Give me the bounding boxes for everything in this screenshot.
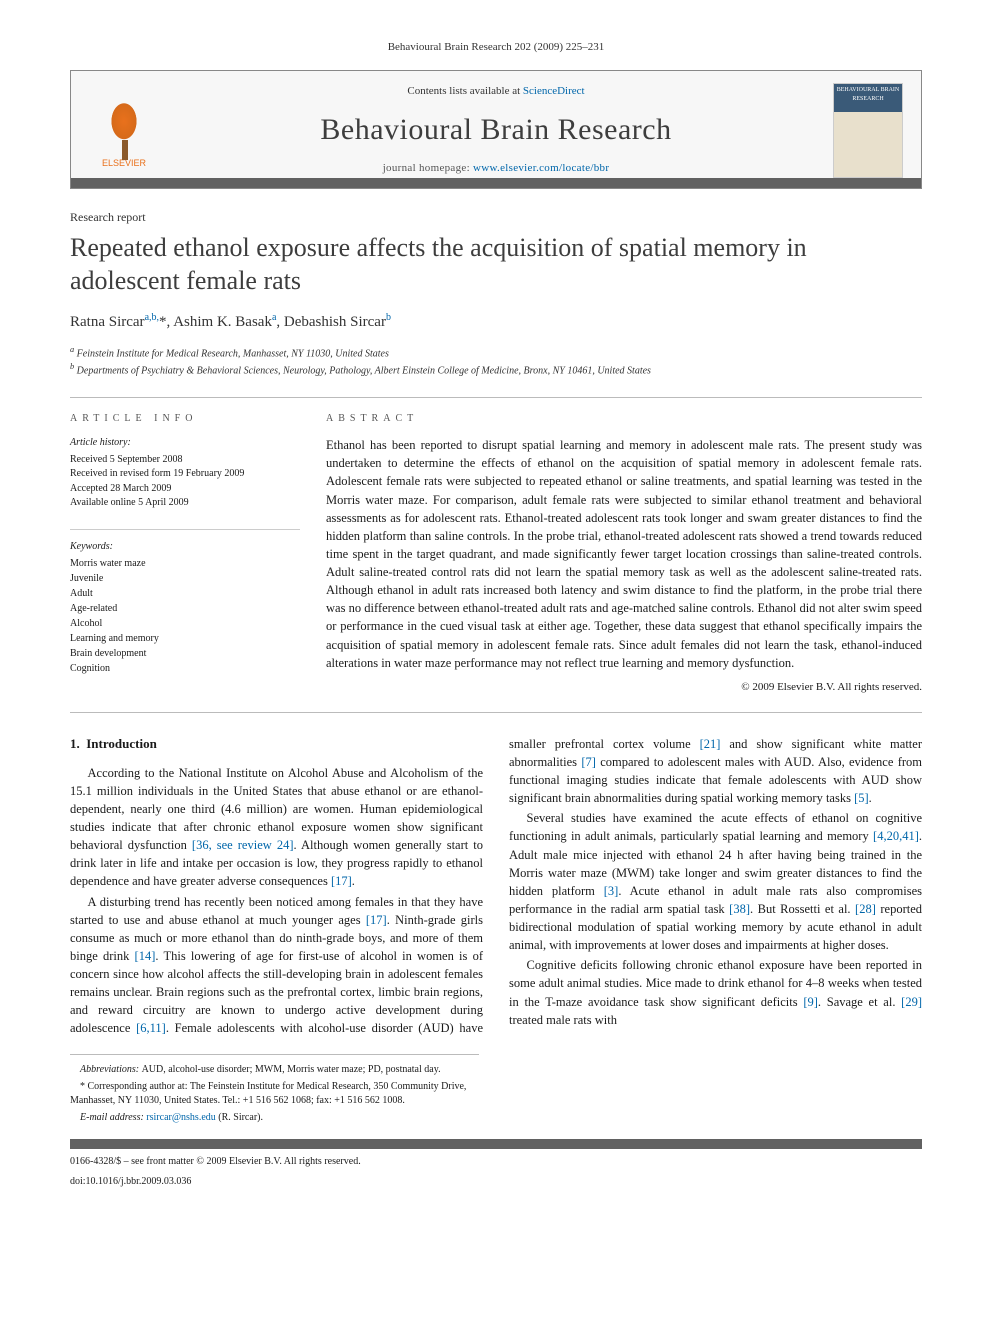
abbrev-label: Abbreviations: [80,1064,139,1075]
article-title: Repeated ethanol exposure affects the ac… [70,232,922,297]
author-affil-sup: a,b, [145,312,159,323]
citation-link[interactable]: [17] [331,874,352,888]
journal-homepage-line: journal homepage: www.elsevier.com/locat… [177,161,815,177]
keyword: Brain development [70,646,300,661]
abstract-column: abstract Ethanol has been reported to di… [326,412,922,696]
citation-link[interactable]: [28] [855,902,876,916]
keyword: Learning and memory [70,631,300,646]
author-affil-sup: b [386,312,391,323]
article-info-column: article info Article history: Received 5… [70,412,300,696]
contents-prefix: Contents lists available at [407,85,522,97]
history-revised: Received in revised form 19 February 200… [70,467,300,482]
affiliation-b: Departments of Psychiatry & Behavioral S… [77,366,651,377]
history-received: Received 5 September 2008 [70,453,300,468]
citation-link[interactable]: [9] [803,995,818,1009]
article-type: Research report [70,209,922,226]
elsevier-tree-icon [99,102,149,157]
keyword: Adult [70,586,300,601]
affiliations: a Feinstein Institute for Medical Resear… [70,344,922,379]
journal-title: Behavioural Brain Research [177,108,815,152]
citation-link[interactable]: [7] [581,755,596,769]
email-who: (R. Sircar). [218,1112,263,1123]
history-heading: Article history: [70,436,300,451]
article-info-heading: article info [70,412,300,427]
journal-header-box: ELSEVIER Contents lists available at Sci… [70,70,922,189]
author-name: Ashim K. Basak [173,314,272,330]
citation-link[interactable]: [21] [700,737,721,751]
history-accepted: Accepted 28 March 2009 [70,482,300,497]
keyword: Age-related [70,601,300,616]
elsevier-logo: ELSEVIER [89,90,159,170]
keywords-list: Morris water maze Juvenile Adult Age-rel… [70,556,300,676]
paragraph: According to the National Institute on A… [70,764,483,891]
section-heading: 1. Introduction [70,735,483,754]
citation-link[interactable]: [36, see review 24] [192,838,294,852]
cover-title: BEHAVIOURAL BRAIN RESEARCH [834,84,902,112]
sciencedirect-link[interactable]: ScienceDirect [523,85,585,97]
author-affil-sup: a [272,312,276,323]
homepage-prefix: journal homepage: [383,162,473,174]
doi-line: doi:10.1016/j.bbr.2009.03.036 [70,1175,922,1190]
abstract-text: Ethanol has been reported to disrupt spa… [326,436,922,672]
citation-link[interactable]: [17] [366,913,387,927]
citation-link[interactable]: [3] [604,884,619,898]
paragraph: Cognitive deficits following chronic eth… [509,956,922,1029]
abstract-copyright: © 2009 Elsevier B.V. All rights reserved… [326,680,922,696]
citation-link[interactable]: [14] [135,949,156,963]
citation-link[interactable]: [5] [854,791,869,805]
header-bottom-bar [71,178,921,188]
abstract-heading: abstract [326,412,922,427]
journal-homepage-link[interactable]: www.elsevier.com/locate/bbr [473,162,609,174]
keywords-heading: Keywords: [70,540,300,555]
corresponding-star-icon: * [159,314,167,330]
keyword: Morris water maze [70,556,300,571]
footer-bar [70,1139,922,1149]
journal-cover-thumbnail: BEHAVIOURAL BRAIN RESEARCH [833,83,903,178]
abbrev-text: AUD, alcohol-use disorder; MWM, Morris w… [142,1064,441,1075]
citation-link[interactable]: [4,20,41] [873,829,919,843]
paragraph: Several studies have examined the acute … [509,809,922,954]
article-body: 1. Introduction According to the Nationa… [70,735,922,1038]
info-divider [70,529,300,530]
footnotes: Abbreviations: AUD, alcohol-use disorder… [70,1054,479,1125]
author-name: Ratna Sircar [70,314,145,330]
citation-link[interactable]: [38] [729,902,750,916]
history-online: Available online 5 April 2009 [70,496,300,511]
running-header: Behavioural Brain Research 202 (2009) 22… [70,40,922,56]
author-name: Debashish Sircar [284,314,386,330]
email-label: E-mail address: [80,1112,144,1123]
keyword: Cognition [70,661,300,676]
affiliation-a: Feinstein Institute for Medical Research… [77,348,389,359]
authors-line: Ratna Sircara,b,*, Ashim K. Basaka, Deba… [70,311,922,334]
keyword: Alcohol [70,616,300,631]
front-matter-line: 0166-4328/$ – see front matter © 2009 El… [70,1155,922,1170]
corr-label: Corresponding author at: [88,1081,188,1092]
citation-link[interactable]: [6,11] [136,1021,166,1035]
corresponding-star-icon: * [80,1081,85,1092]
email-link[interactable]: rsircar@nshs.edu [146,1112,215,1123]
keyword: Juvenile [70,571,300,586]
citation-link[interactable]: [29] [901,995,922,1009]
contents-available-line: Contents lists available at ScienceDirec… [177,84,815,100]
